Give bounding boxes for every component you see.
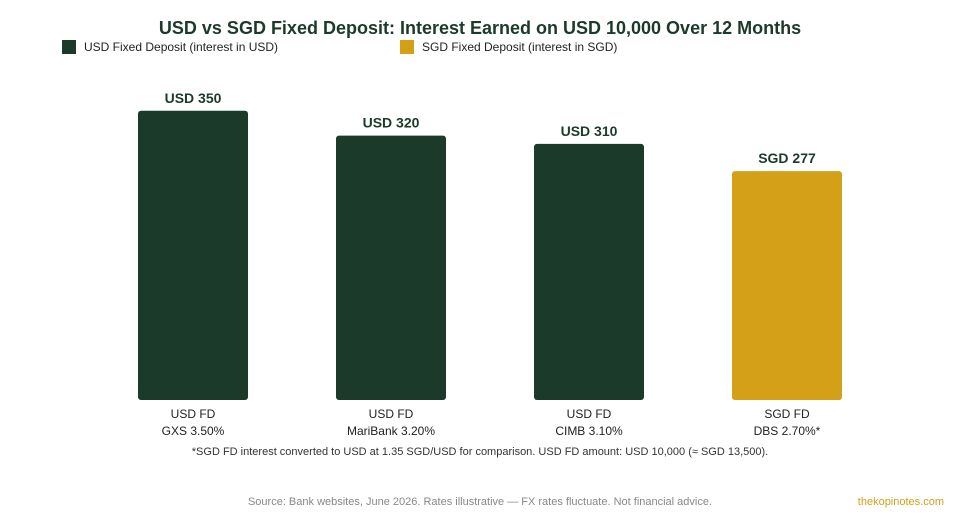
bar-0 [138,110,248,400]
legend-item-usd: USD Fixed Deposit (interest in USD) [62,40,278,54]
category-label-1-1: MariBank 3.20% [347,424,435,438]
source-note: Source: Bank websites, June 2026. Rates … [247,496,713,508]
chart-title: USD vs SGD Fixed Deposit: Interest Earne… [158,18,802,38]
footnote: *SGD FD interest converted to USD at 1.3… [191,446,769,458]
category-label-1-0: USD FD [369,407,414,421]
category-label-0-0: USD FD [171,407,216,421]
category-label-2-1: CIMB 3.10% [555,424,623,438]
bar-2 [534,143,644,400]
bar-value-label-3: SGD 277 [758,150,816,166]
legend-label-usd: USD Fixed Deposit (interest in USD) [84,40,279,54]
bar-value-label-2: USD 310 [561,123,618,139]
category-label-3-0: SGD FD [764,407,810,421]
legend-swatch-usd [62,40,76,54]
bar-value-label-0: USD 350 [165,90,222,106]
bar-3 [732,171,842,400]
category-label-0-1: GXS 3.50% [162,424,225,438]
bar-value-label-1: USD 320 [363,115,420,131]
bar-1 [336,135,446,400]
legend-swatch-sgd [400,40,414,54]
category-label-2-0: USD FD [567,407,612,421]
legend-label-sgd: SGD Fixed Deposit (interest in SGD) [422,40,618,54]
brand-link[interactable]: thekopinotes.com [857,496,944,508]
legend-item-sgd: SGD Fixed Deposit (interest in SGD) [400,40,617,54]
category-label-3-1: DBS 2.70%* [754,424,821,438]
